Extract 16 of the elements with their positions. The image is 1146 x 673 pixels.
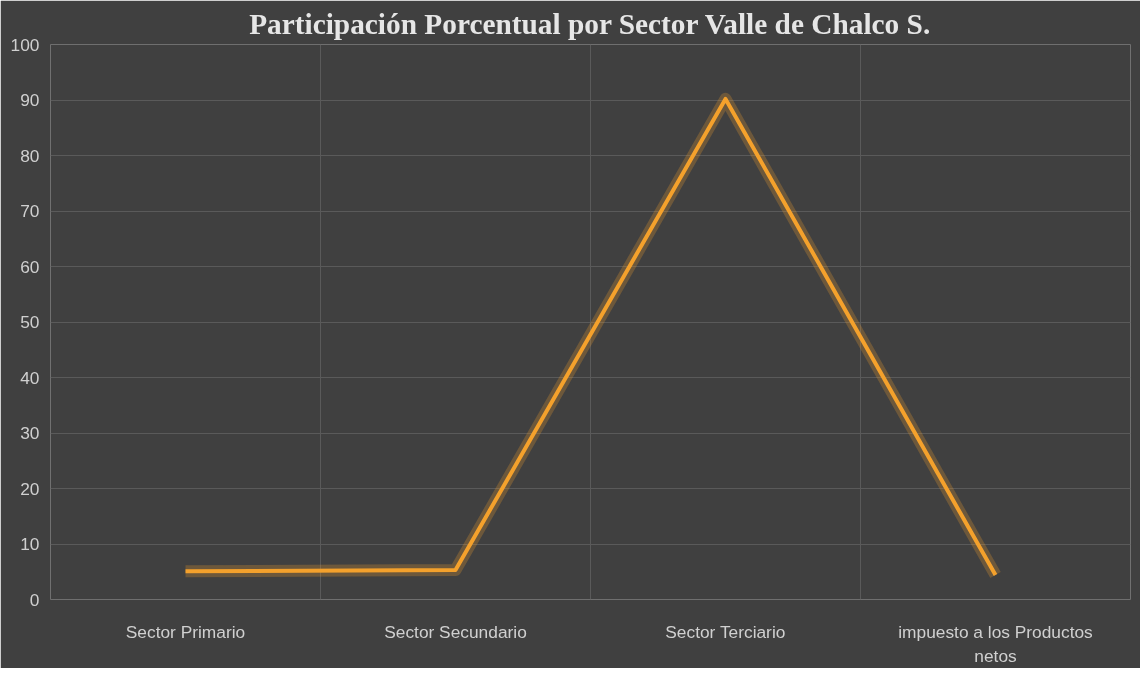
x-tick-label: impuesto a los Productos netos xyxy=(898,621,1094,666)
x-tick-label: Sector Primario xyxy=(125,621,246,642)
y-tick-label: 0 xyxy=(29,589,40,610)
y-tick-label: 90 xyxy=(20,90,40,110)
y-tick-label: 70 xyxy=(20,201,40,221)
y-tick-label: 80 xyxy=(20,145,40,166)
chart-title: Participación Porcentual por Sector Valle de Chalco S. xyxy=(249,7,931,40)
y-tick-label: 20 xyxy=(20,478,40,499)
y-tick-label: 40 xyxy=(20,367,40,388)
y-tick-label: 60 xyxy=(20,256,40,277)
y-tick-label: 50 xyxy=(20,312,40,332)
y-tick-label: 100 xyxy=(10,34,40,55)
x-tick-label: Sector Terciario xyxy=(665,621,786,642)
y-tick-label: 10 xyxy=(20,534,40,554)
y-tick-label: 30 xyxy=(20,423,40,443)
x-tick-label: Sector Secundario xyxy=(384,621,527,642)
